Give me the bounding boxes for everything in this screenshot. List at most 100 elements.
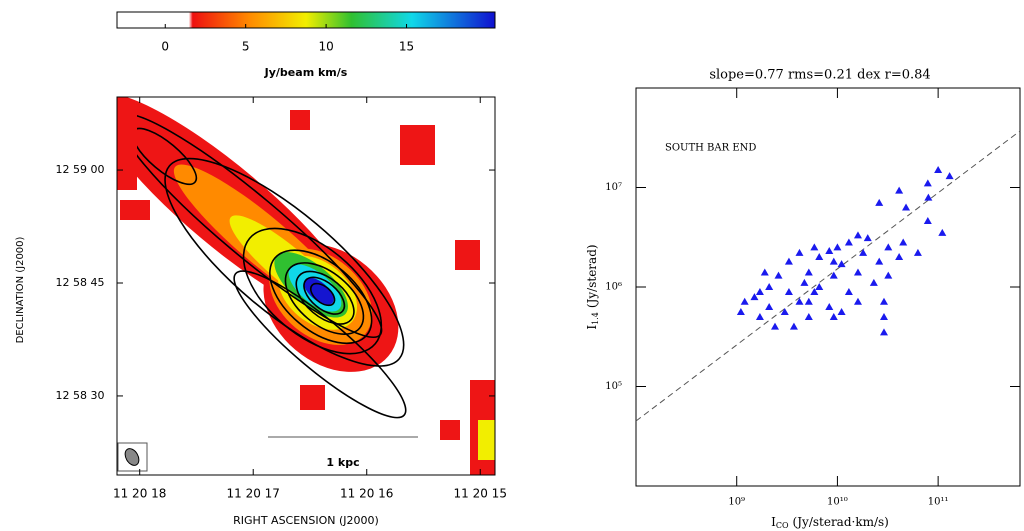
image-frame (116, 96, 496, 476)
data-point (804, 297, 813, 305)
data-point (934, 165, 943, 173)
y-tick-label: 10⁵ (605, 381, 622, 392)
colorbar (116, 11, 496, 29)
data-point (923, 179, 932, 187)
colorbar-tick-label: 15 (399, 40, 414, 54)
y-tick-label: 12 58 45 (56, 276, 105, 289)
data-point (736, 308, 745, 316)
data-point (945, 172, 954, 180)
data-point (938, 228, 947, 236)
data-point (829, 312, 838, 320)
y-axis-label: I1.4 (Jy/sterad) (585, 244, 601, 329)
x-label-subscript: CO (776, 521, 789, 530)
y-label-unit: (Jy/sterad) (585, 244, 599, 308)
y-tick-label: 10⁶ (605, 282, 622, 293)
chart-title: slope=0.77 rms=0.21 dex r=0.84 (709, 68, 930, 83)
data-point (784, 257, 793, 265)
data-point (875, 257, 884, 265)
data-point (829, 271, 838, 279)
fit-line (635, 130, 1021, 422)
y-label-symbol: I (585, 325, 599, 330)
data-point (853, 268, 862, 276)
data-point (755, 312, 764, 320)
emission-map (117, 97, 495, 475)
x-tick-label: 11 20 17 (226, 487, 279, 501)
x-axis-label: RIGHT ASCENSION (J2000) (233, 514, 379, 527)
data-point (884, 271, 893, 279)
data-point (795, 297, 804, 305)
emission-patch (478, 420, 495, 460)
data-point (800, 278, 809, 286)
contours (117, 113, 407, 419)
data-point (755, 288, 764, 296)
y-axis-label: DECLINATION (J2000) (15, 236, 26, 343)
emission-blue (303, 277, 334, 305)
data-point (810, 243, 819, 251)
data-point (899, 238, 908, 246)
data-point (804, 268, 813, 276)
data-point (825, 302, 834, 310)
data-point (902, 203, 911, 211)
data-point (833, 243, 842, 251)
x-tick-label: 11 20 18 (113, 487, 166, 501)
data-point (774, 271, 783, 279)
data-point (844, 238, 853, 246)
data-point (837, 260, 846, 268)
data-point (810, 288, 819, 296)
colorbar-tick-label: 5 (242, 40, 250, 54)
y-tick-label: 10⁷ (605, 182, 622, 193)
data-point (765, 302, 774, 310)
x-label-symbol: I (771, 515, 776, 529)
x-axis-label: ICO (Jy/sterad·km/s) (771, 515, 889, 531)
data-point (740, 297, 749, 305)
data-point (879, 312, 888, 320)
data-point (923, 217, 932, 225)
data-point (863, 234, 872, 242)
x-tick-label: 10¹¹ (928, 497, 949, 508)
x-tick-label: 11 20 16 (340, 487, 393, 501)
colorbar-tick-label: 10 (318, 40, 333, 54)
data-point (765, 283, 774, 290)
data-point (869, 278, 878, 286)
x-label-unit: (Jy/sterad·km/s) (793, 515, 889, 529)
data-point (789, 322, 798, 330)
data-point (784, 288, 793, 296)
data-point (760, 268, 769, 276)
x-tick-label: 11 20 15 (454, 487, 507, 501)
data-point (780, 308, 789, 316)
emission (117, 97, 407, 419)
data-point (750, 293, 759, 301)
data-point (895, 253, 904, 261)
data-point (879, 328, 888, 336)
x-tick-label: 10⁹ (728, 497, 745, 508)
x-tick-label: 10¹⁰ (827, 497, 848, 508)
y-label-subscript: 1.4 (591, 312, 600, 325)
data-point (844, 288, 853, 296)
data-point (879, 297, 888, 305)
y-tick-label: 12 58 30 (56, 389, 105, 402)
data-point (804, 312, 813, 320)
data-point (895, 186, 904, 194)
data-point (771, 322, 780, 330)
data-point (859, 248, 868, 256)
colorbar-label: Jy/beam km/s (264, 66, 348, 79)
data-point (815, 253, 824, 261)
data-point (815, 283, 824, 290)
data-point (825, 247, 834, 255)
data-point (913, 248, 922, 256)
data-point (884, 243, 893, 251)
data-point (795, 248, 804, 256)
y-tick-label: 12 59 00 (56, 163, 105, 176)
data-point (853, 297, 862, 305)
colorbar-tick-label: 0 (161, 40, 169, 54)
data-point (829, 257, 838, 265)
data-point (875, 198, 884, 206)
scale-label: 1 kpc (326, 456, 359, 469)
data-point (837, 308, 846, 316)
data-point (924, 193, 933, 201)
data-point (853, 231, 862, 239)
annotation: SOUTH BAR END (665, 143, 756, 154)
beam (124, 448, 140, 466)
